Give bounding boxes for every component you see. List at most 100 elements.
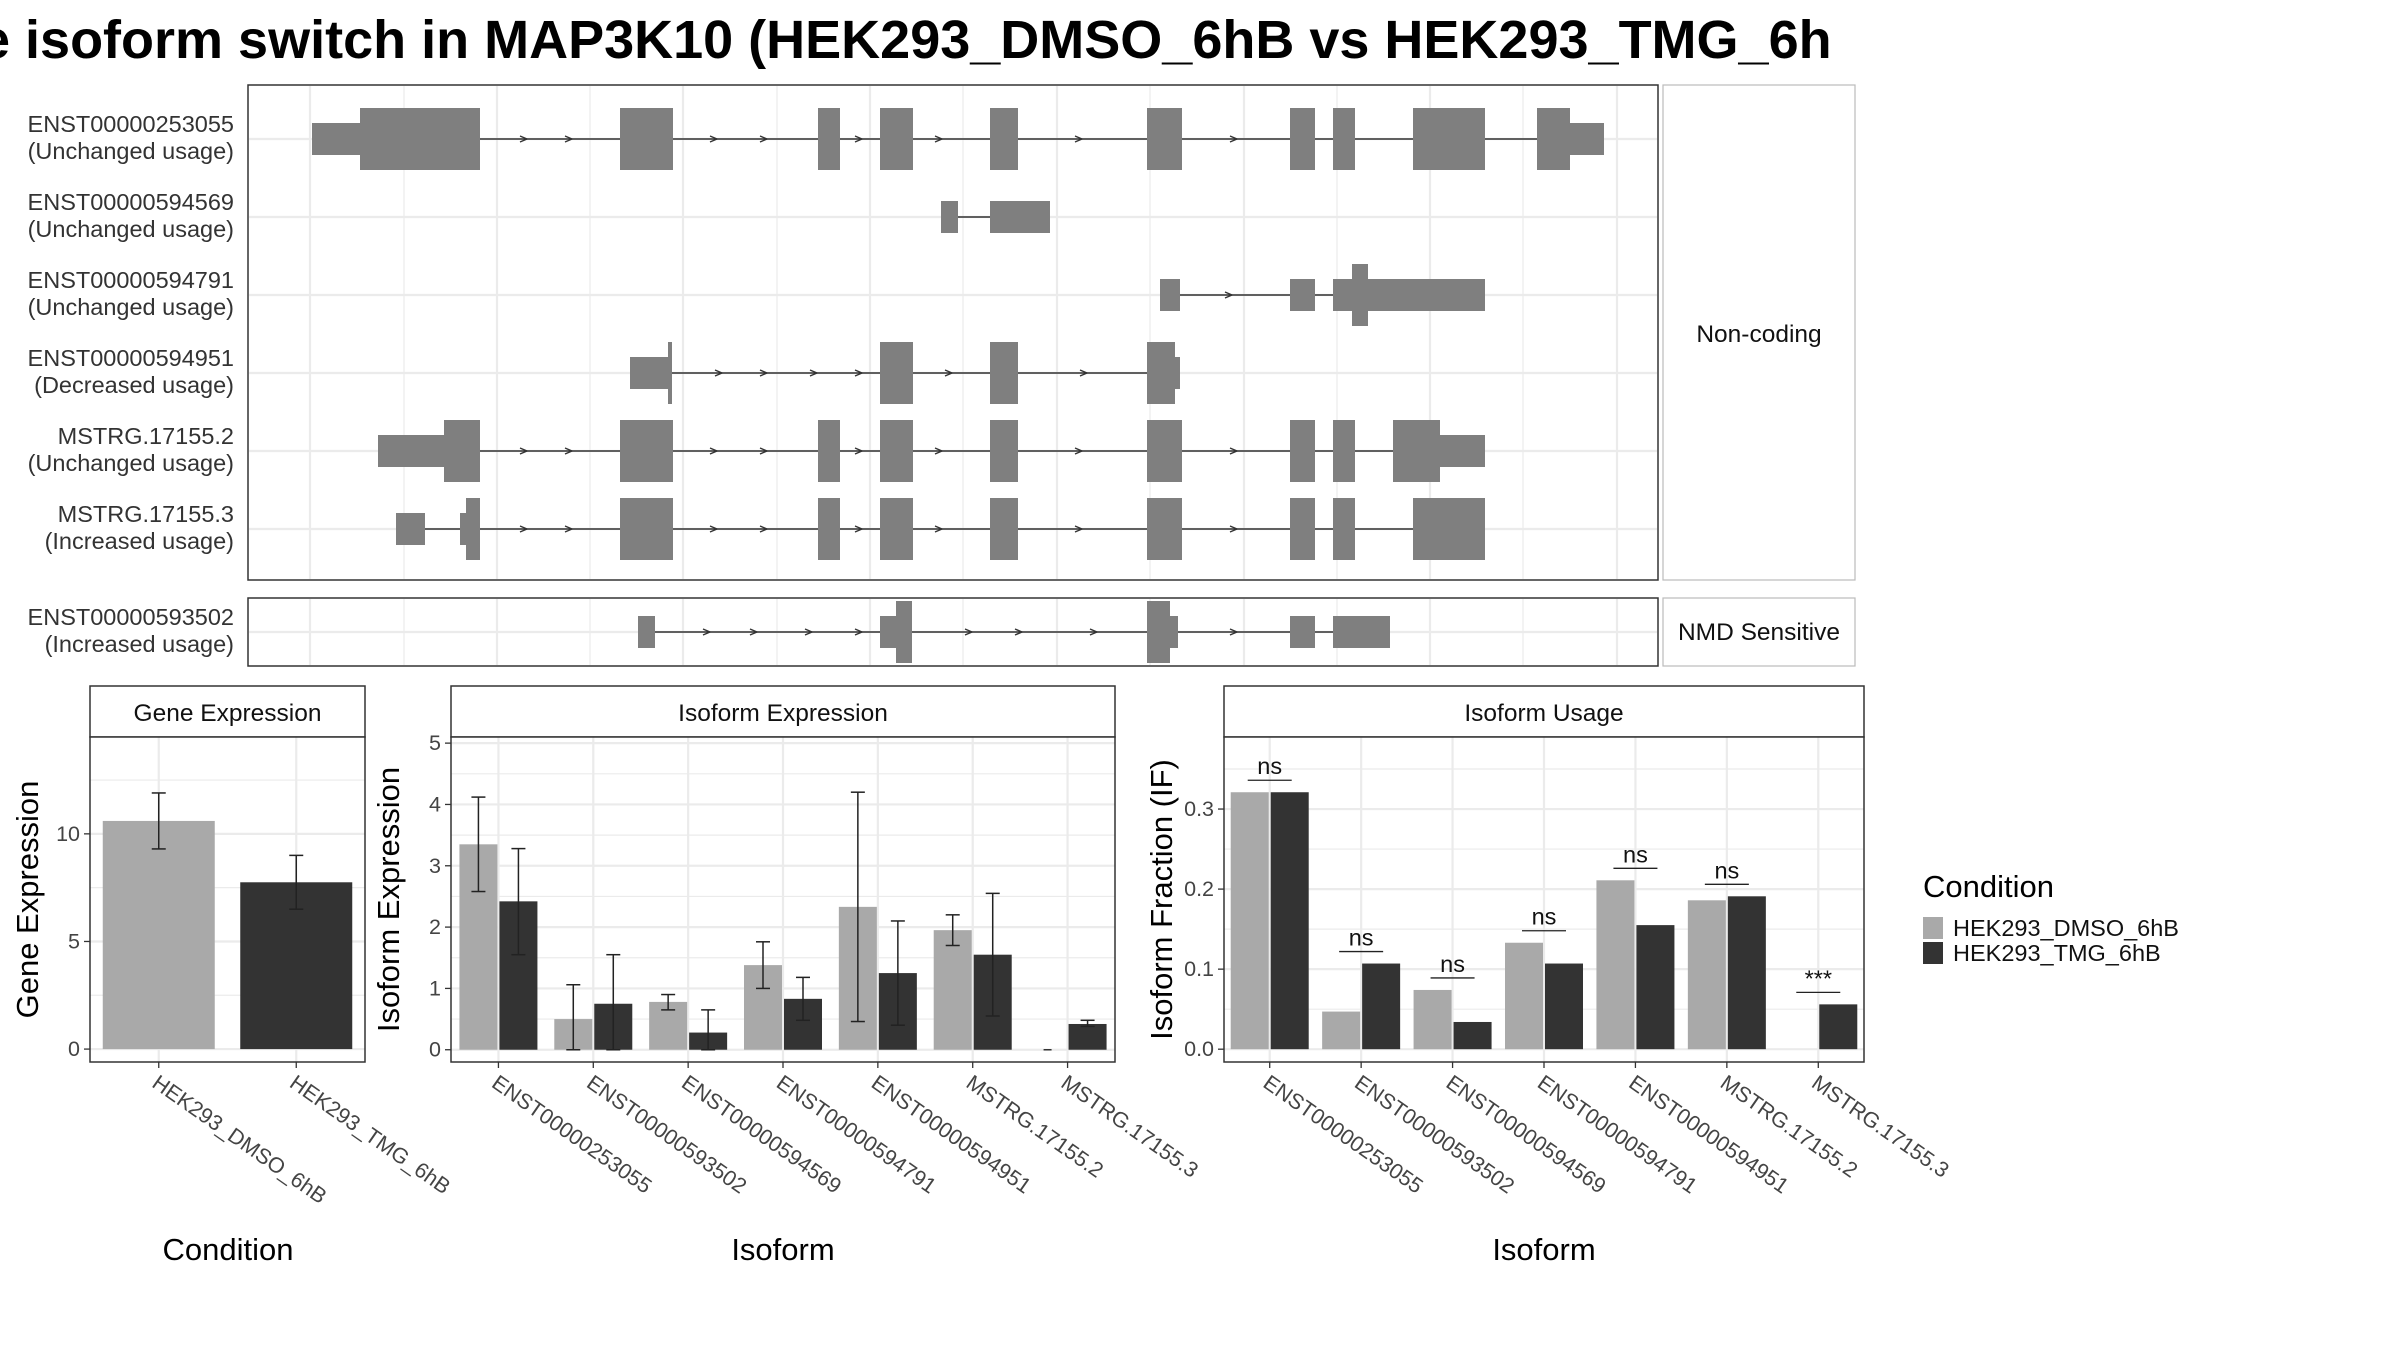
intron-direction-arrow — [1229, 628, 1239, 636]
exon-block — [1333, 498, 1355, 560]
y-tick-label: 4 — [429, 792, 441, 816]
intron-direction-arrow — [564, 525, 574, 533]
transcript-tracks — [312, 108, 1604, 663]
intron-direction-arrow — [759, 447, 769, 455]
intron-direction-arrow — [1074, 525, 1084, 533]
chart-strip-box — [1223, 685, 1865, 738]
bar — [1687, 900, 1726, 1050]
bar — [1636, 925, 1675, 1050]
bar — [1230, 792, 1269, 1050]
transcript-usage-label: (Unchanged usage) — [28, 138, 234, 164]
bar — [1819, 1004, 1858, 1050]
transcript-usage-label: (Decreased usage) — [34, 372, 234, 398]
exon-block — [620, 108, 673, 170]
exon-block — [990, 201, 1050, 233]
intron-direction-arrow — [519, 525, 529, 533]
bar — [1322, 1011, 1361, 1050]
isoform-expression-chart: Isoform Expression012345ENST00000253055E… — [371, 685, 1203, 1267]
x-tick-label: ENST00000594569 — [1442, 1070, 1610, 1198]
chart-strip-label: Isoform Usage — [1464, 700, 1623, 727]
intron-direction-arrow — [519, 135, 529, 143]
intron-direction-arrow — [564, 135, 574, 143]
intron-direction-arrow — [1079, 369, 1089, 377]
intron-direction-arrow — [854, 525, 864, 533]
x-tick-label: ENST00000593502 — [1350, 1070, 1518, 1198]
intron-direction-arrow — [854, 135, 864, 143]
intron-direction-arrow — [1014, 628, 1024, 636]
significance-label: ns — [1714, 857, 1739, 883]
chart-strip-box — [89, 685, 366, 738]
x-axis-title: Isoform — [731, 1232, 834, 1267]
bar — [1596, 880, 1635, 1050]
transcript-usage-label: (Unchanged usage) — [28, 450, 234, 476]
transcript-labels: ENST00000253055(Unchanged usage)ENST0000… — [28, 111, 234, 657]
significance-label: ns — [1257, 753, 1282, 779]
y-tick-label: 0.3 — [1184, 797, 1214, 821]
intron-direction-arrow — [1224, 291, 1234, 299]
intron-direction-arrow — [519, 447, 529, 455]
exon-block — [880, 108, 913, 170]
intron-direction-arrow — [1074, 135, 1084, 143]
intron-direction-arrow — [944, 369, 954, 377]
bar — [1727, 896, 1766, 1050]
exon-block — [1413, 498, 1485, 560]
y-axis-title: Isoform Expression — [371, 767, 406, 1032]
exon-block — [1175, 357, 1180, 389]
exon-block — [620, 420, 673, 482]
exon-block — [1352, 264, 1368, 326]
transcript-id-label: MSTRG.17155.3 — [58, 501, 234, 527]
intron-direction-arrow — [804, 628, 814, 636]
exon-block — [1147, 108, 1182, 170]
x-tick-label: ENST00000593502 — [582, 1070, 750, 1198]
bar — [1545, 963, 1583, 1050]
intron-direction-arrow — [934, 525, 944, 533]
exon-block — [1413, 108, 1485, 170]
intron-direction-arrow — [759, 135, 769, 143]
intron-direction-arrow — [1229, 525, 1239, 533]
exon-block — [620, 498, 673, 560]
intron-direction-arrow — [1074, 447, 1084, 455]
bar — [1505, 942, 1543, 1050]
intron-direction-arrow — [709, 525, 719, 533]
significance-label: ns — [1440, 951, 1465, 977]
legend-label-tmg: HEK293_TMG_6hB — [1953, 940, 2161, 966]
significance-label: ns — [1623, 841, 1648, 867]
exon-block — [1440, 435, 1485, 467]
strip-label-nmd-sensitive: NMD Sensitive — [1678, 619, 1840, 646]
y-tick-label: 1 — [429, 976, 441, 1000]
exon-block — [1368, 279, 1485, 311]
intron-direction-arrow — [854, 447, 864, 455]
exon-block — [1147, 420, 1182, 482]
y-tick-label: 0 — [68, 1037, 80, 1061]
significance-label: ns — [1349, 925, 1374, 951]
intron-direction-arrow — [759, 369, 769, 377]
x-axis-title: Condition — [163, 1232, 294, 1267]
exon-block — [880, 342, 913, 404]
exon-block — [1147, 342, 1175, 404]
transcript-id-label: ENST00000594791 — [28, 267, 234, 293]
intron-direction-arrow — [854, 628, 864, 636]
exon-block — [1537, 108, 1570, 170]
y-tick-label: 10 — [56, 822, 80, 846]
exon-block — [630, 357, 668, 389]
significance-label: *** — [1805, 965, 1832, 991]
legend-swatch-dmso — [1923, 917, 1943, 939]
transcript-id-label: ENST00000594569 — [28, 189, 234, 215]
exon-block — [1290, 279, 1315, 311]
x-tick-label: ENST00000594951 — [1625, 1070, 1793, 1198]
bar — [1413, 989, 1452, 1050]
transcript-id-label: ENST00000253055 — [28, 111, 234, 137]
transcript-id-label: ENST00000594951 — [28, 345, 234, 371]
exon-block — [1290, 498, 1315, 560]
intron-direction-arrow — [934, 135, 944, 143]
y-tick-label: 2 — [429, 915, 441, 939]
intron-direction-arrow — [854, 369, 864, 377]
intron-direction-arrow — [1229, 135, 1239, 143]
intron-direction-arrow — [759, 525, 769, 533]
exon-block — [1290, 108, 1315, 170]
exon-block — [1290, 616, 1315, 648]
figure-title: e isoform switch in MAP3K10 (HEK293_DMSO… — [0, 10, 1832, 70]
intron-direction-arrow — [564, 447, 574, 455]
exon-block — [818, 420, 840, 482]
